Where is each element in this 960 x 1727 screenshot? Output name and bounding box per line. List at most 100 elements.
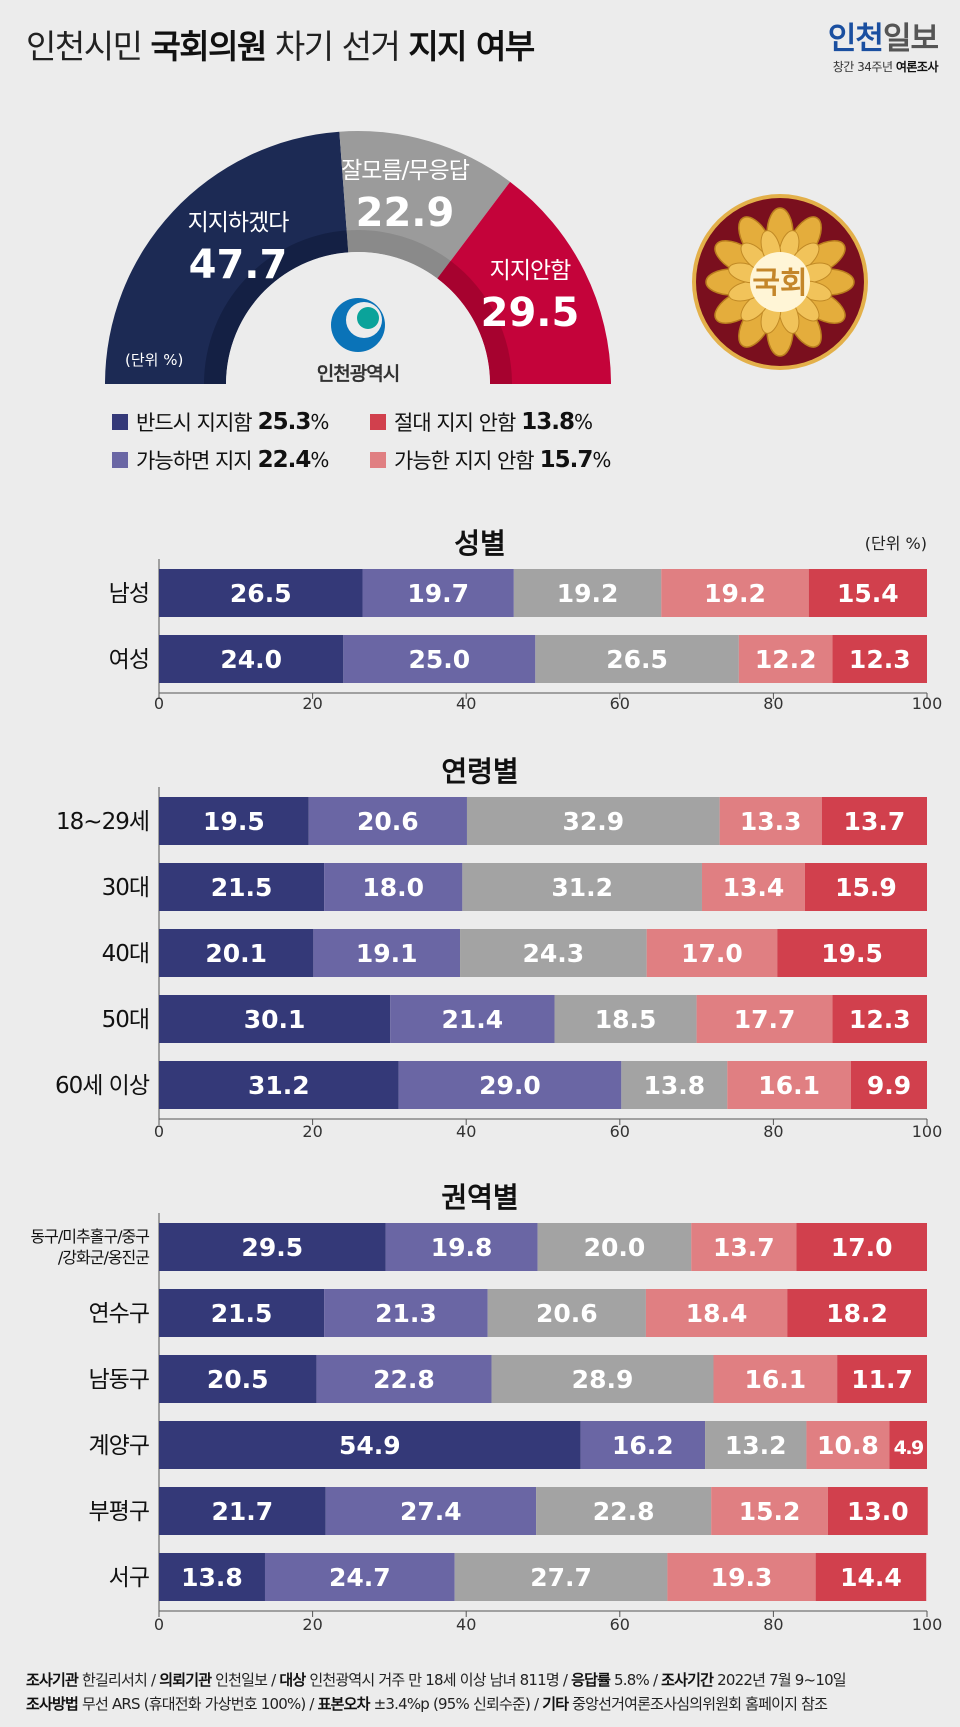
bar-value-label: 20.5 xyxy=(207,1365,269,1394)
unit-label: (단위 %) xyxy=(865,534,927,553)
chart-title: 연령별 xyxy=(441,755,518,788)
bar-segment xyxy=(385,1223,538,1271)
bar-segment xyxy=(159,1487,326,1535)
bar-value-label: 20.1 xyxy=(205,939,267,968)
brand-name-grey: 일보 xyxy=(882,21,939,57)
bar-segment xyxy=(159,863,325,911)
legend-item-likely-support: 가능하면 지지 22.4% xyxy=(112,445,329,475)
brand-name-blue: 인천 xyxy=(827,21,884,57)
legend-label: 절대 지지 안함 xyxy=(394,411,516,435)
bar-segment xyxy=(815,1553,927,1601)
bar-value-label: 54.9 xyxy=(339,1431,401,1460)
x-tick-label: 60 xyxy=(610,1122,630,1141)
bar-value-label: 12.3 xyxy=(849,645,911,674)
bar-segment xyxy=(313,929,461,977)
category-label: 서구 xyxy=(109,1565,149,1591)
bar-value-label: 24.7 xyxy=(329,1563,391,1592)
semi-donut-chart: 지지하겠다 47.7 잘모름/무응답 22.9 지지안함 29.5 (단위 %) 인천광역시 xyxy=(105,131,611,385)
bar-segment xyxy=(554,995,697,1043)
bar-value-label: 19.2 xyxy=(557,579,619,608)
bar-value-label: 11.7 xyxy=(851,1365,913,1394)
category-label: 동구/미추홀구/중구 xyxy=(30,1227,149,1246)
footnote-value: 5.8% / xyxy=(610,1671,662,1689)
bar-value-label: 19.3 xyxy=(711,1563,773,1592)
bar-value-label: 13.0 xyxy=(847,1497,909,1526)
x-tick-label: 60 xyxy=(610,694,630,713)
bar-segment xyxy=(362,569,514,617)
footnote-key: 응답률 xyxy=(571,1671,611,1689)
bar-segment xyxy=(837,1355,927,1403)
bar-value-label: 13.2 xyxy=(725,1431,787,1460)
bar-segment xyxy=(487,1289,646,1337)
x-tick-label: 0 xyxy=(154,1122,164,1141)
bar-segment xyxy=(806,1421,890,1469)
bar-value-label: 16.1 xyxy=(744,1365,806,1394)
footnote-key: 조사기관 xyxy=(26,1671,79,1689)
bar-segment xyxy=(159,797,309,845)
bar-segment xyxy=(536,1487,712,1535)
bar-segment xyxy=(832,995,927,1043)
bar-segment xyxy=(804,863,927,911)
bar-segment xyxy=(827,1487,928,1535)
bar-segment xyxy=(808,569,927,617)
page-title: 인천시민 국회의원 차기 선거 지지 여부 xyxy=(26,20,535,68)
x-tick-label: 80 xyxy=(763,1122,783,1141)
category-label: 부평구 xyxy=(89,1499,149,1525)
bar-value-label: 19.2 xyxy=(704,579,766,608)
bar-segment xyxy=(696,995,833,1043)
bar-value-label: 31.2 xyxy=(551,873,613,902)
legend-item-likely-oppose: 가능한 지지 안함 15.7% xyxy=(370,445,611,475)
bar-value-label: 16.2 xyxy=(612,1431,674,1460)
bar-segment xyxy=(645,1289,788,1337)
city-name: 인천광역시 xyxy=(317,363,399,385)
logo-dot xyxy=(357,307,379,329)
category-label: 여성 xyxy=(109,647,149,673)
chart-title: 권역별 xyxy=(441,1181,518,1214)
bar-value-label: 32.9 xyxy=(562,807,624,836)
bar-value-label: 18.2 xyxy=(826,1299,888,1328)
bar-value-label: 18.5 xyxy=(595,1005,657,1034)
bar-segment xyxy=(264,1553,455,1601)
footnote-value: 인천광역시 거주 만 18세 이상 남녀 811명 / xyxy=(305,1671,572,1689)
bar-value-label: 20.0 xyxy=(584,1233,646,1262)
bar-segment xyxy=(661,569,809,617)
legend-unit: % xyxy=(310,410,329,434)
x-tick-label: 40 xyxy=(456,694,476,713)
stacked-bar-charts: 성별 (단위 %) 0 20 40 60 80 100 남성 26.5 19.7 19.2 19.2 15… xyxy=(30,527,943,1634)
brand-logo: 인천일보 창간 34주년 여론조사 xyxy=(827,21,939,75)
footnote-key: 의뢰기관 xyxy=(159,1671,212,1689)
footnote-key: 대상 xyxy=(279,1671,306,1689)
bar-segment xyxy=(324,863,463,911)
donut-inner-ring xyxy=(346,230,451,279)
legend-swatch-dark-blue xyxy=(112,414,128,430)
bar-value-label: 12.2 xyxy=(755,645,817,674)
bar-value-label: 26.5 xyxy=(230,579,292,608)
title-part-1: 인천시민 xyxy=(26,27,151,66)
bar-value-label: 21.4 xyxy=(442,1005,504,1034)
footnote-value: 2022년 7월 9~10일 xyxy=(713,1671,846,1689)
bar-segment xyxy=(159,995,391,1043)
legend-swatch-red xyxy=(370,414,386,430)
bar-segment xyxy=(159,569,363,617)
bar-segment xyxy=(308,797,467,845)
bar-segment xyxy=(159,1289,325,1337)
legend-value: 13.8 xyxy=(521,409,575,435)
footnote-value: 중앙선거여론조사심의위원회 홈페이지 참조 xyxy=(568,1695,828,1713)
emblem-text: 국회 xyxy=(752,266,807,301)
bar-segment xyxy=(821,797,927,845)
bar-value-label: 15.4 xyxy=(837,579,899,608)
legend-label: 가능하면 지지 xyxy=(136,449,253,473)
category-label: 계양구 xyxy=(89,1433,149,1459)
bar-value-label: 21.7 xyxy=(211,1497,273,1526)
bar-segment xyxy=(850,1061,927,1109)
bar-segment xyxy=(711,1487,828,1535)
bar-value-label: 29.0 xyxy=(479,1071,541,1100)
x-tick-label: 100 xyxy=(912,1122,943,1141)
bar-value-label: 21.5 xyxy=(211,1299,273,1328)
slice-label: 지지안함 xyxy=(490,258,571,284)
bar-segment xyxy=(719,797,822,845)
incheon-logo-icon xyxy=(331,298,385,352)
category-label: 18~29세 xyxy=(56,809,149,835)
bar-value-label: 12.3 xyxy=(849,1005,911,1034)
bar-value-label: 25.0 xyxy=(408,645,470,674)
